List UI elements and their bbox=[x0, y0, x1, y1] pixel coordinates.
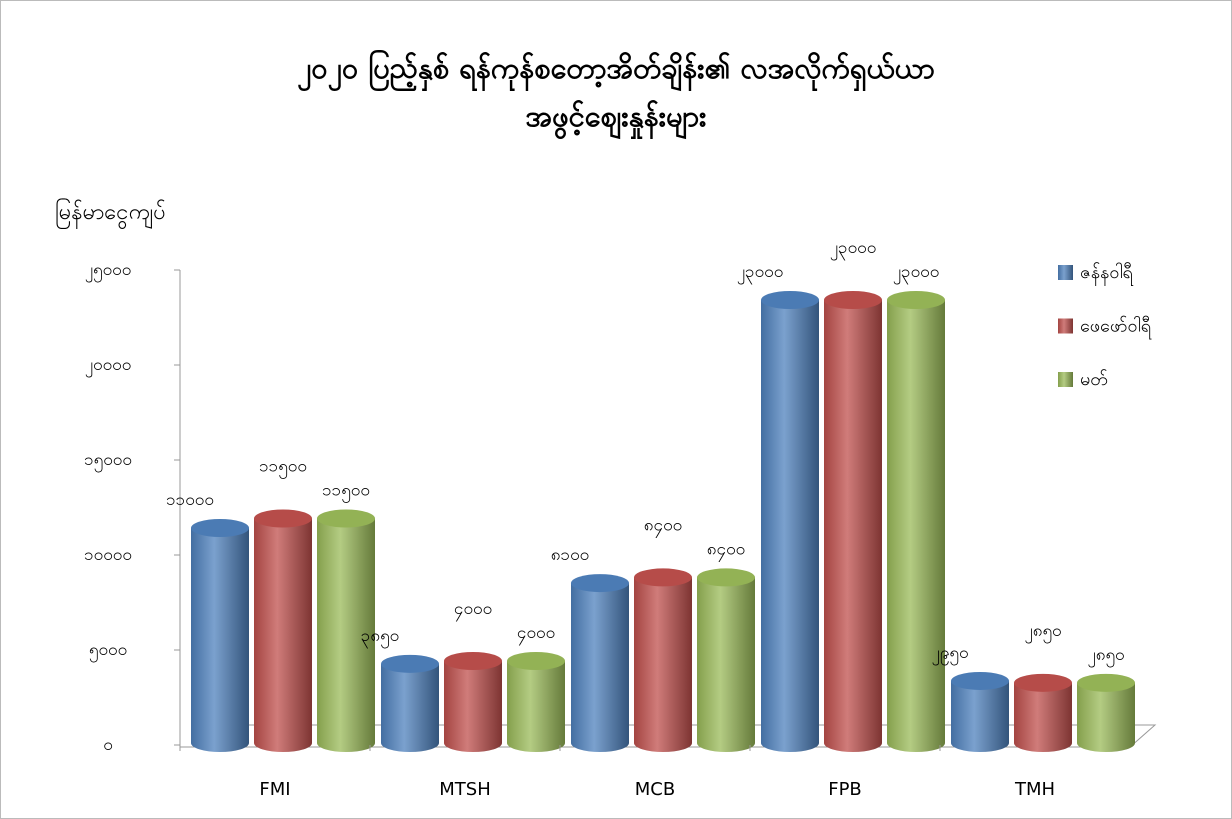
data-label: ၄၀၀၀ bbox=[517, 623, 555, 646]
bar-top bbox=[634, 568, 692, 587]
bar-top bbox=[507, 652, 565, 670]
data-label: ၂၉၅၀ bbox=[931, 643, 968, 666]
data-label: ၂၃၀၀၀ bbox=[893, 262, 940, 285]
bar-top bbox=[444, 652, 502, 670]
bar bbox=[887, 300, 945, 743]
data-label: ၃၈၅၀ bbox=[361, 626, 399, 649]
y-tick-label: ၀ bbox=[103, 735, 113, 755]
bar bbox=[571, 583, 629, 743]
data-label: ၈၄၀၀ bbox=[644, 515, 682, 538]
y-axis-label: မြန်မာငွေကျပ် bbox=[55, 198, 165, 230]
data-label: ၈၁၀၀ bbox=[551, 545, 589, 565]
bar bbox=[507, 661, 565, 743]
data-label: ၈၄၀၀ bbox=[707, 539, 745, 562]
x-tick-label: TMH bbox=[1014, 779, 1055, 800]
x-tick-label: FPB bbox=[828, 779, 862, 800]
data-label: ၂၈၅၀ bbox=[1024, 621, 1061, 644]
bar bbox=[1077, 682, 1135, 743]
bar bbox=[444, 661, 502, 743]
data-label: ၄၀၀၀ bbox=[454, 599, 492, 622]
bar bbox=[191, 528, 249, 743]
legend-swatch bbox=[1058, 372, 1073, 387]
bar bbox=[1014, 682, 1072, 743]
bar-top bbox=[381, 654, 439, 673]
y-tick-label: ၂၀၀၀၀ bbox=[85, 355, 132, 378]
bar-top bbox=[1077, 673, 1135, 692]
bar-top bbox=[254, 509, 312, 528]
data-label: ၁၁၅၀၀ bbox=[259, 457, 307, 480]
bar-top bbox=[697, 568, 755, 587]
y-tick-label: ၂၅၀၀၀ bbox=[85, 260, 132, 283]
x-tick-label: MTSH bbox=[439, 779, 491, 800]
bar-top bbox=[887, 291, 945, 309]
x-tick-label: MCB bbox=[635, 779, 675, 800]
legend-swatch bbox=[1058, 265, 1073, 280]
data-label: ၁၁၀၀၀ bbox=[166, 490, 214, 510]
legend-label: မတ် bbox=[1080, 369, 1108, 390]
bar-top bbox=[951, 671, 1009, 690]
bar bbox=[381, 663, 439, 743]
bar-top bbox=[761, 291, 819, 309]
bar bbox=[634, 577, 692, 743]
data-label: ၂၃၀၀၀ bbox=[737, 262, 784, 285]
legend-label: ဖေဖော်ဝါရီ bbox=[1080, 316, 1152, 340]
bar-top bbox=[317, 509, 375, 528]
bar-top bbox=[824, 291, 882, 309]
legend-label: ဇန်နဝါရီ bbox=[1080, 262, 1134, 286]
data-label: ၁၁၅၀၀ bbox=[322, 481, 370, 504]
bar bbox=[317, 518, 375, 743]
y-tick-label: ၁၀၀၀၀ bbox=[84, 545, 132, 565]
x-tick-label: FMI bbox=[259, 779, 290, 800]
data-label: ၂၃၀၀၀ bbox=[830, 238, 877, 261]
y-tick-label: ၁၅၀၀၀ bbox=[84, 450, 132, 473]
bar bbox=[824, 300, 882, 743]
legend-swatch bbox=[1058, 318, 1073, 334]
bar-top bbox=[571, 574, 629, 593]
data-label: ၂၈၅၀ bbox=[1087, 645, 1124, 668]
bar bbox=[697, 577, 755, 743]
bar bbox=[254, 518, 312, 743]
bar-top bbox=[191, 519, 249, 537]
y-tick-label: ၅၀၀၀ bbox=[89, 640, 127, 663]
bar bbox=[761, 300, 819, 743]
bar bbox=[951, 680, 1009, 743]
bar-top bbox=[1014, 673, 1072, 692]
